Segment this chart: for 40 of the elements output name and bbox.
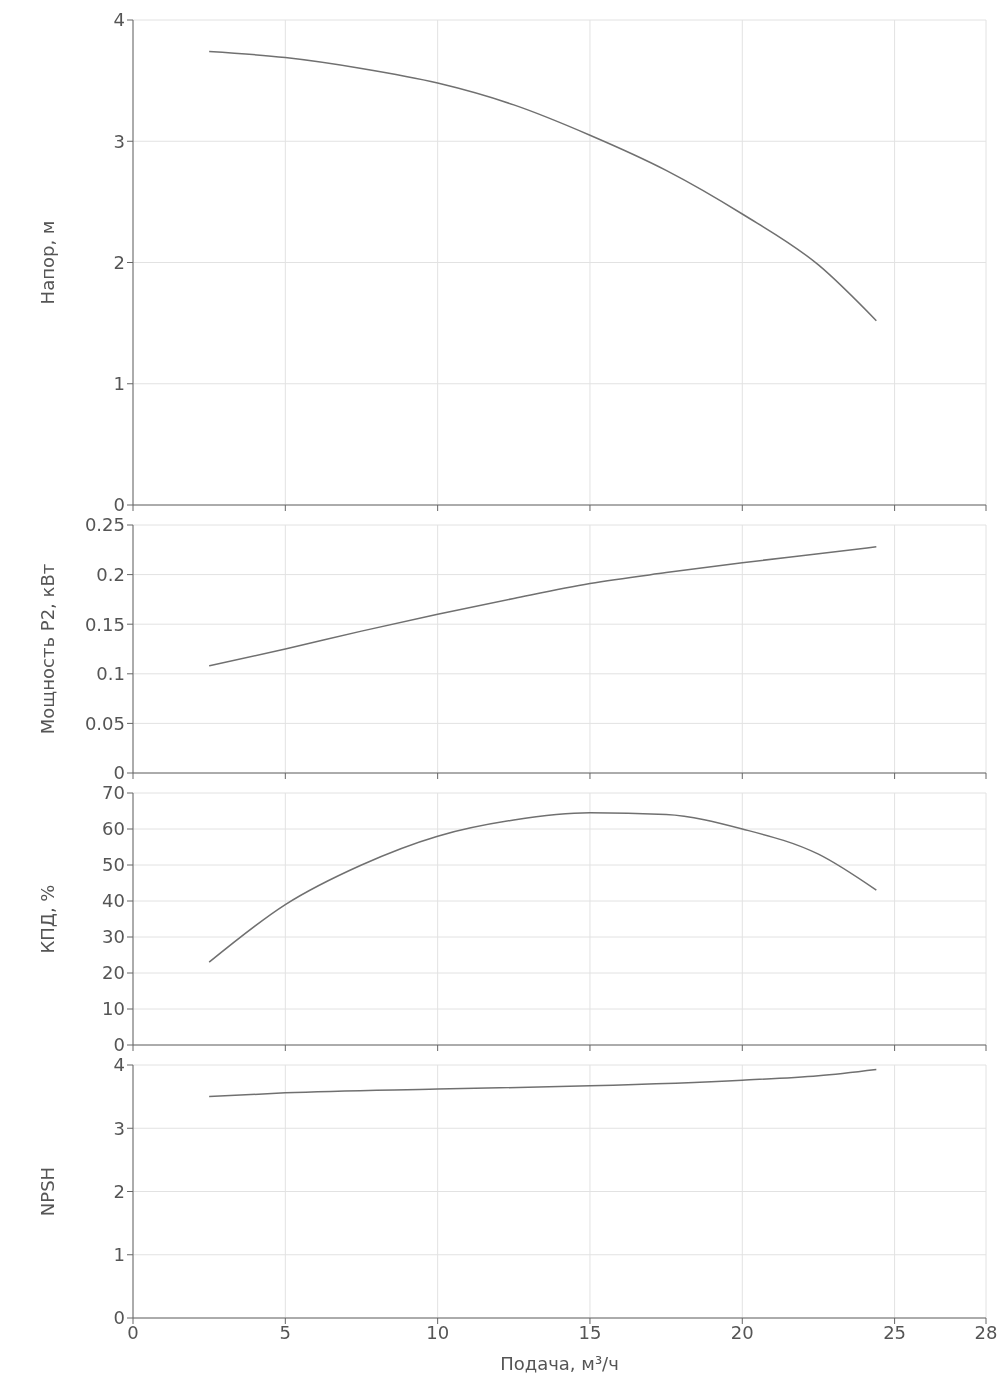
y-tick-label: 60 — [102, 818, 125, 840]
y-tick-label: 2 — [113, 1180, 125, 1202]
y-tick-label: 1 — [113, 1244, 125, 1266]
y-tick-label: 4 — [113, 1054, 125, 1076]
y-tick-label: 30 — [102, 926, 125, 948]
y-tick-label: 0.25 — [84, 514, 125, 536]
y-tick-label: 1 — [113, 373, 125, 395]
y-tick-label: 40 — [102, 890, 125, 912]
x-tick-label: 28 — [974, 1321, 998, 1343]
y-tick-label: 0 — [113, 494, 125, 516]
line-series — [208, 546, 878, 667]
x-tick-label: 20 — [730, 1321, 754, 1343]
y-tick-label: 2 — [113, 251, 125, 273]
y-tick-label: 20 — [102, 962, 125, 984]
y-tick-label: 0 — [113, 1034, 125, 1056]
y-tick-label: 50 — [102, 854, 125, 876]
y-tick-label: 4 — [113, 9, 125, 31]
y-tick-label: 0.15 — [84, 613, 125, 635]
y-axis-title: Напор, м — [37, 220, 59, 305]
y-axis-title: КПД, % — [37, 884, 59, 954]
y-axis-title: NPSH — [37, 1166, 59, 1217]
y-tick-label: 10 — [102, 998, 125, 1020]
y-tick-label: 0 — [113, 1307, 125, 1329]
line-series — [208, 1068, 878, 1098]
x-tick-label: 15 — [578, 1321, 602, 1343]
y-tick-label: 3 — [113, 130, 125, 152]
y-tick-label: 0 — [113, 762, 125, 784]
x-tick-label: 25 — [883, 1321, 907, 1343]
y-tick-label: 0.1 — [96, 663, 125, 685]
y-axis-title: Мощность P2, кВт — [37, 563, 59, 735]
x-axis-title: Подача, м³/ч — [500, 1353, 619, 1374]
x-tick-label: 10 — [426, 1321, 450, 1343]
y-tick-label: 70 — [102, 782, 125, 804]
y-tick-label: 0.05 — [84, 712, 125, 734]
y-tick-label: 3 — [113, 1117, 125, 1139]
y-tick-label: 0.2 — [96, 563, 125, 585]
line-series — [208, 812, 878, 963]
line-series — [208, 50, 878, 322]
x-tick-label: 5 — [279, 1321, 292, 1343]
x-tick-label: 0 — [127, 1321, 139, 1343]
